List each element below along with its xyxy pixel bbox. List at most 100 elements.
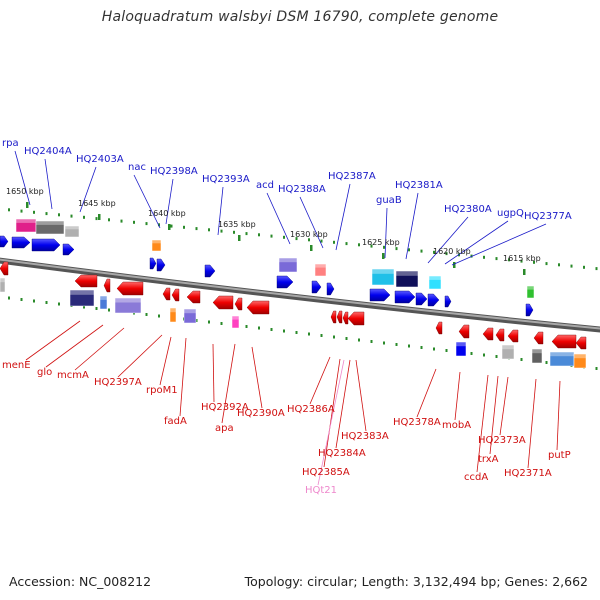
forward-gene-arrow — [427, 293, 440, 307]
forward-gene-arrow — [31, 238, 61, 252]
reverse-gene-arrow — [495, 328, 505, 342]
gene-block — [151, 239, 162, 252]
outer-tick-row — [33, 210, 35, 214]
inner-tick-row — [158, 314, 160, 318]
inner-tick-row — [308, 332, 310, 336]
outer-tick-row — [158, 223, 160, 227]
reverse-gene-arrow — [103, 278, 111, 293]
gene-block — [573, 353, 587, 369]
leader-line — [451, 223, 547, 266]
reverse-gene-arrow — [116, 281, 144, 296]
inner-tick-row — [345, 337, 348, 340]
reverse-gene-arrow — [162, 287, 171, 301]
outer-tick-row — [245, 232, 248, 236]
gene-block-highlight — [574, 354, 586, 359]
major-tick — [523, 269, 526, 275]
reverse-gene-arrow — [533, 331, 544, 345]
reverse-gene-arrow — [551, 334, 577, 349]
gene-block-highlight — [532, 349, 542, 354]
gene-label-fada: fadA — [164, 416, 187, 427]
outer-tick-row — [395, 247, 398, 251]
gene-block — [0, 277, 6, 293]
outer-tick-row — [595, 267, 598, 271]
gene-label-hq2380a: HQ2380A — [444, 204, 492, 215]
outer-tick-row — [345, 242, 348, 246]
reverse-gene-arrow — [347, 311, 365, 326]
inner-tick-row — [445, 349, 448, 352]
gene-block-highlight — [0, 278, 5, 283]
reverse-gene-arrow — [246, 300, 270, 315]
gene-block — [278, 257, 298, 273]
outer-tick-row — [308, 238, 310, 242]
reverse-gene-arrow — [458, 324, 470, 339]
leader-line — [527, 378, 537, 469]
outer-tick-row — [320, 239, 323, 243]
outer-tick-row — [45, 212, 48, 216]
outer-tick-row — [520, 259, 523, 263]
gene-label-hq2403a: HQ2403A — [76, 154, 124, 165]
genome-summary-text: Topology: circular; Length: 3,132,494 bp… — [244, 574, 588, 589]
leader-line — [212, 343, 215, 403]
gene-block-highlight — [70, 290, 94, 295]
outer-tick-row — [220, 229, 223, 233]
kbp-label: 1620 kbp — [433, 247, 471, 256]
forward-gene-arrow — [276, 275, 294, 289]
gene-label-moba: mobA — [442, 420, 471, 431]
reverse-gene-arrow — [342, 311, 349, 325]
gene-block-highlight — [232, 316, 239, 320]
map-title: Haloquadratum walsbyi DSM 16790, complet… — [101, 9, 499, 25]
gene-label-hq2371a: HQ2371A — [504, 468, 552, 479]
leader-line — [165, 178, 174, 225]
gene-label-hq2383a: HQ2383A — [341, 431, 389, 442]
leader-line — [44, 158, 53, 210]
forward-gene-arrow — [444, 295, 452, 308]
kbp-label: 1635 kbp — [218, 220, 256, 229]
gene-label-rpom1: rpoM1 — [146, 385, 178, 396]
gene-block — [231, 315, 240, 329]
inner-tick-row — [20, 298, 23, 301]
gene-block-highlight — [170, 308, 176, 313]
inner-tick-row — [370, 340, 373, 343]
inner-tick-row — [33, 299, 35, 303]
forward-gene-arrow — [149, 257, 157, 270]
kbp-label: 1650 kbp — [6, 187, 44, 196]
outer-tick-row — [533, 260, 535, 264]
outer-tick-row — [433, 250, 435, 254]
reverse-gene-arrow — [330, 310, 337, 324]
inner-tick-row — [283, 329, 285, 333]
outer-tick-row — [120, 219, 123, 223]
reverse-gene-arrow — [435, 321, 443, 335]
inner-tick-row — [483, 353, 485, 357]
outer-tick-row — [383, 245, 385, 249]
outer-tick-row — [295, 237, 298, 241]
leader-line — [405, 192, 419, 260]
forward-gene-arrow — [0, 235, 9, 248]
kbp-label: 1640 kbp — [148, 209, 186, 218]
forward-gene-arrow — [394, 290, 416, 304]
reverse-gene-arrow — [482, 327, 494, 341]
gene-block — [371, 268, 395, 286]
gene-label-hq2388a: HQ2388A — [278, 184, 326, 195]
inner-tick-row — [208, 320, 210, 324]
gene-block — [64, 225, 80, 238]
gene-label-acd: acd — [256, 180, 274, 191]
inner-tick-row — [395, 343, 398, 346]
reverse-gene-arrow — [336, 310, 343, 324]
gene-label-hq2386a: HQ2386A — [287, 404, 335, 415]
outer-tick-row — [20, 209, 23, 213]
gene-label-hq2392a: HQ2392A — [201, 402, 249, 413]
gene-label-hq2397a: HQ2397A — [94, 377, 142, 388]
outer-tick-row — [508, 258, 510, 262]
inner-tick-row — [495, 355, 498, 358]
inner-tick-row — [8, 296, 10, 300]
gene-label-nac: nac — [128, 162, 146, 173]
outer-tick-row — [133, 220, 135, 224]
leader-line — [476, 374, 489, 473]
gene-label-hq2384a: HQ2384A — [318, 448, 366, 459]
leader-line — [454, 371, 461, 421]
major-tick — [26, 202, 29, 208]
outer-tick-row — [195, 227, 198, 231]
inner-tick-row — [358, 338, 360, 342]
outer-tick-row — [445, 252, 448, 256]
gene-label-hqt21: HQt21 — [305, 485, 337, 496]
